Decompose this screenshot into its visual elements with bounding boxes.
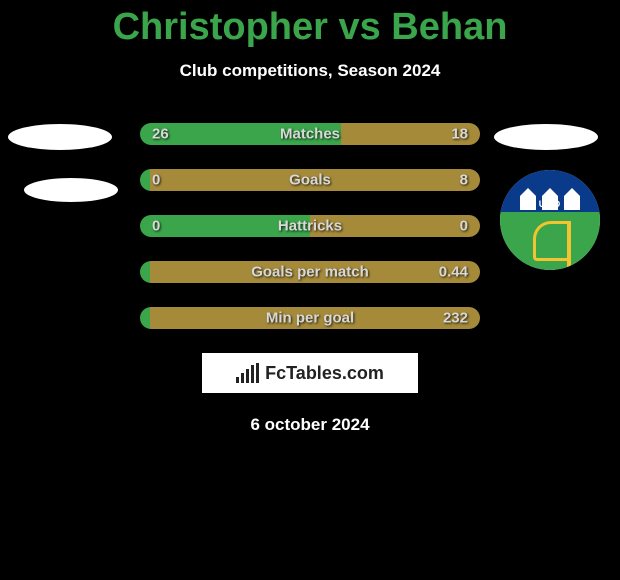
stat-label: Goals [289, 172, 331, 189]
subtitle: Club competitions, Season 2024 [0, 61, 620, 81]
stat-row: 0.44 Goals per match [0, 261, 620, 283]
stat-bar-left [140, 307, 150, 329]
stat-bar-left [140, 261, 150, 283]
stat-bar: 26 18 Matches [140, 123, 480, 145]
stat-bar-left [140, 169, 150, 191]
stat-bar: 0 0 Hattricks [140, 215, 480, 237]
stat-row: 232 Min per goal [0, 307, 620, 329]
stats-container: 26 18 Matches 0 8 Goals 0 0 Hattricks 0.44 Goals p… [0, 123, 620, 329]
stat-value-left: 0 [152, 172, 160, 189]
stat-bar: 232 Min per goal [140, 307, 480, 329]
stat-value-left: 26 [152, 126, 169, 143]
stat-value-right: 0.44 [439, 264, 468, 281]
stat-label: Min per goal [266, 310, 354, 327]
watermark-text: FcTables.com [265, 363, 384, 384]
stat-value-right: 232 [443, 310, 468, 327]
stat-row: 0 0 Hattricks [0, 215, 620, 237]
stat-value-right: 18 [451, 126, 468, 143]
stat-bar: 0 8 Goals [140, 169, 480, 191]
stat-label: Hattricks [278, 218, 342, 235]
stat-value-right: 0 [460, 218, 468, 235]
date-label: 6 october 2024 [0, 415, 620, 435]
stat-label: Matches [280, 126, 340, 143]
stat-value-right: 8 [460, 172, 468, 189]
watermark: FcTables.com [202, 353, 418, 393]
stat-bar: 0.44 Goals per match [140, 261, 480, 283]
stat-row: 26 18 Matches [0, 123, 620, 145]
stat-label: Goals per match [251, 264, 369, 281]
stat-value-left: 0 [152, 218, 160, 235]
club-badge-text: UCD [539, 199, 562, 209]
stat-row: 0 8 Goals [0, 169, 620, 191]
bar-chart-icon [236, 363, 259, 383]
page-title: Christopher vs Behan [0, 0, 620, 49]
